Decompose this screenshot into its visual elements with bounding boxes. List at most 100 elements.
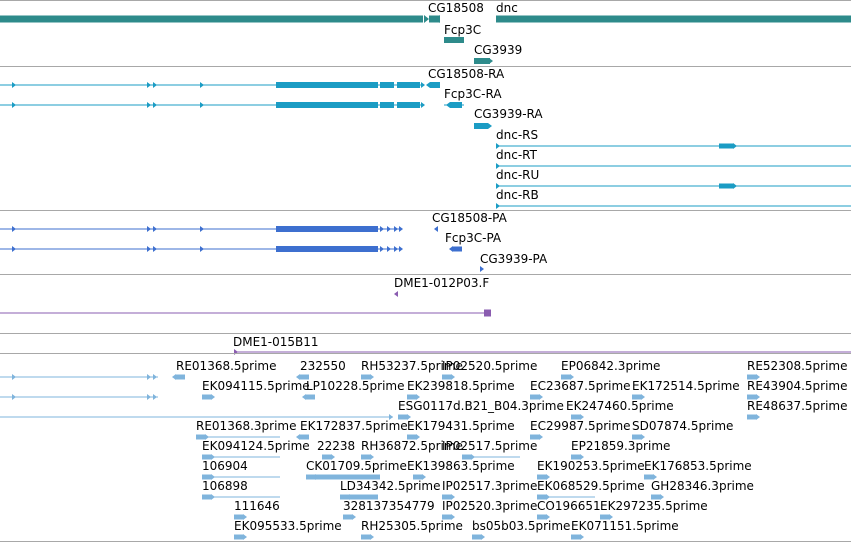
est-rh53237-5-label[interactable]: RH53237.5prime bbox=[361, 359, 463, 373]
est-block[interactable] bbox=[747, 414, 756, 420]
est-gh28346-3-label[interactable]: GH28346.3prime bbox=[651, 479, 754, 493]
transcript-exon[interactable] bbox=[380, 82, 394, 88]
est-ip02520-3-label[interactable]: IP02520.3prime bbox=[442, 499, 537, 513]
est-block[interactable] bbox=[442, 494, 451, 500]
est-ip02517-3-label[interactable]: IP02517.3prime bbox=[442, 479, 537, 493]
est-22238-label[interactable]: 22238 bbox=[317, 439, 355, 453]
est-ek068529-5-label[interactable]: EK068529.5prime bbox=[537, 479, 645, 493]
est-ek172514-5-label[interactable]: EK172514.5prime bbox=[632, 379, 740, 393]
est-block[interactable] bbox=[530, 394, 539, 400]
est-block[interactable] bbox=[361, 534, 370, 540]
est-block[interactable] bbox=[442, 374, 451, 380]
est-re01368-5-label[interactable]: RE01368.5prime bbox=[176, 359, 277, 373]
tx-fcp3c-ra-label[interactable]: Fcp3C-RA bbox=[444, 87, 502, 101]
est-232550-label[interactable]: 232550 bbox=[300, 359, 346, 373]
pp-cg18508-pa-label[interactable]: CG18508-PA bbox=[432, 211, 508, 225]
transcript-exon[interactable] bbox=[276, 82, 378, 88]
gene-fcp3c[interactable] bbox=[444, 37, 464, 43]
est-ek297235-5-label[interactable]: EK297235.5prime bbox=[600, 499, 708, 513]
gene-cg18508[interactable] bbox=[0, 15, 423, 23]
est-106898-label[interactable]: 106898 bbox=[202, 479, 248, 493]
clone-dme1-012p03-label[interactable]: DME1-012P03.F bbox=[394, 276, 489, 290]
est-block[interactable] bbox=[176, 374, 185, 380]
est-block[interactable] bbox=[644, 474, 653, 480]
est-ec29987-5-label[interactable]: EC29987.5prime bbox=[530, 419, 631, 433]
est-block[interactable] bbox=[561, 374, 570, 380]
est-co196651-label[interactable]: CO196651 bbox=[537, 499, 601, 513]
gene-cg3939[interactable] bbox=[474, 58, 490, 64]
gene-fcp3c-label[interactable]: Fcp3C bbox=[444, 23, 481, 37]
est-block[interactable] bbox=[361, 374, 370, 380]
est-block[interactable] bbox=[361, 454, 370, 460]
est-rh36872-5-label[interactable]: RH36872.5prime bbox=[361, 439, 463, 453]
gene-cg18508-tail[interactable] bbox=[429, 15, 440, 23]
protein-exon[interactable] bbox=[276, 246, 378, 252]
est-re52308-5-label[interactable]: RE52308.5prime bbox=[747, 359, 848, 373]
est-ek094124-5-label[interactable]: EK094124.5prime bbox=[202, 439, 310, 453]
est-ek247460-5-label[interactable]: EK247460.5prime bbox=[566, 399, 674, 413]
est-block[interactable] bbox=[306, 394, 315, 400]
est-block[interactable] bbox=[407, 434, 416, 440]
est-ec23687-5-label[interactable]: EC23687.5prime bbox=[530, 379, 631, 393]
est-block[interactable] bbox=[537, 474, 546, 480]
est-block[interactable] bbox=[322, 454, 331, 460]
est-re43904-5-label[interactable]: RE43904.5prime bbox=[747, 379, 848, 393]
tx-dnc-rb-label[interactable]: dnc-RB bbox=[496, 188, 539, 202]
est-block[interactable] bbox=[747, 394, 756, 400]
clone-end[interactable] bbox=[484, 309, 491, 317]
gene-dnc[interactable] bbox=[496, 15, 851, 23]
est-sd07874-5-label[interactable]: SD07874.5prime bbox=[632, 419, 733, 433]
est-bs05b03-5-label[interactable]: bs05b03.5prime bbox=[472, 519, 570, 533]
feature-block[interactable] bbox=[719, 183, 733, 189]
transcript-exon[interactable] bbox=[397, 102, 420, 108]
est-ek071151-5-label[interactable]: EK071151.5prime bbox=[571, 519, 679, 533]
est-block[interactable] bbox=[234, 534, 243, 540]
est-ld34342-5-label[interactable]: LD34342.5prime bbox=[340, 479, 441, 493]
protein-exon[interactable] bbox=[276, 226, 378, 232]
est-block[interactable] bbox=[413, 474, 422, 480]
pp-fcp3c-pa-label[interactable]: Fcp3C-PA bbox=[445, 231, 502, 245]
est-block[interactable] bbox=[537, 514, 546, 520]
est-block[interactable] bbox=[398, 414, 407, 420]
feature-block[interactable] bbox=[430, 82, 440, 88]
est-ck01709-5-label[interactable]: CK01709.5prime bbox=[306, 459, 407, 473]
est-re01368-3-label[interactable]: RE01368.3prime bbox=[196, 419, 297, 433]
feature-block[interactable] bbox=[340, 494, 378, 500]
est-ek190253-5-label[interactable]: EK190253.5prime bbox=[537, 459, 645, 473]
feature-block[interactable] bbox=[306, 474, 380, 480]
est-lp10228-5-label[interactable]: LP10228.5prime bbox=[306, 379, 405, 393]
transcript-exon[interactable] bbox=[380, 102, 394, 108]
est-block[interactable] bbox=[407, 394, 416, 400]
est-ek139863-5-label[interactable]: EK139863.5prime bbox=[407, 459, 515, 473]
tx-cg18508-ra-label[interactable]: CG18508-RA bbox=[428, 67, 505, 81]
transcript-exon[interactable] bbox=[276, 102, 378, 108]
est-block[interactable] bbox=[300, 374, 309, 380]
tx-dnc-rt-label[interactable]: dnc-RT bbox=[496, 148, 538, 162]
feature-block[interactable] bbox=[474, 123, 488, 129]
gene-cg18508-label[interactable]: CG18508 bbox=[428, 1, 484, 15]
est-esg0117d-label[interactable]: ESG0117d.B21_B04.3prime bbox=[398, 399, 564, 413]
est-block[interactable] bbox=[202, 394, 211, 400]
est-block[interactable] bbox=[651, 494, 660, 500]
est-block[interactable] bbox=[343, 514, 352, 520]
est-block[interactable] bbox=[300, 434, 309, 440]
est-block[interactable] bbox=[632, 394, 641, 400]
est-ek179431-5-label[interactable]: EK179431.5prime bbox=[407, 419, 515, 433]
est-block[interactable] bbox=[530, 434, 539, 440]
est-ip02520-5-label[interactable]: IP02520.5prime bbox=[442, 359, 537, 373]
est-re48637-5-label[interactable]: RE48637.5prime bbox=[747, 399, 848, 413]
pp-cg3939-pa-label[interactable]: CG3939-PA bbox=[480, 252, 548, 266]
est-block[interactable] bbox=[472, 534, 481, 540]
clone-dme1-015b11-label[interactable]: DME1-015B11 bbox=[233, 335, 319, 349]
feature-block[interactable] bbox=[719, 143, 733, 149]
gene-cg3939-label[interactable]: CG3939 bbox=[474, 43, 522, 57]
tx-cg3939-ra-label[interactable]: CG3939-RA bbox=[474, 107, 543, 121]
est-ep21859-3-label[interactable]: EP21859.3prime bbox=[571, 439, 670, 453]
transcript-exon[interactable] bbox=[397, 82, 420, 88]
est-block[interactable] bbox=[442, 514, 451, 520]
est-block[interactable] bbox=[632, 434, 641, 440]
est-block[interactable] bbox=[571, 454, 580, 460]
est-ep06842-3-label[interactable]: EP06842.3prime bbox=[561, 359, 660, 373]
est-328137354779-label[interactable]: 328137354779 bbox=[343, 499, 435, 513]
feature-block[interactable] bbox=[453, 246, 462, 252]
